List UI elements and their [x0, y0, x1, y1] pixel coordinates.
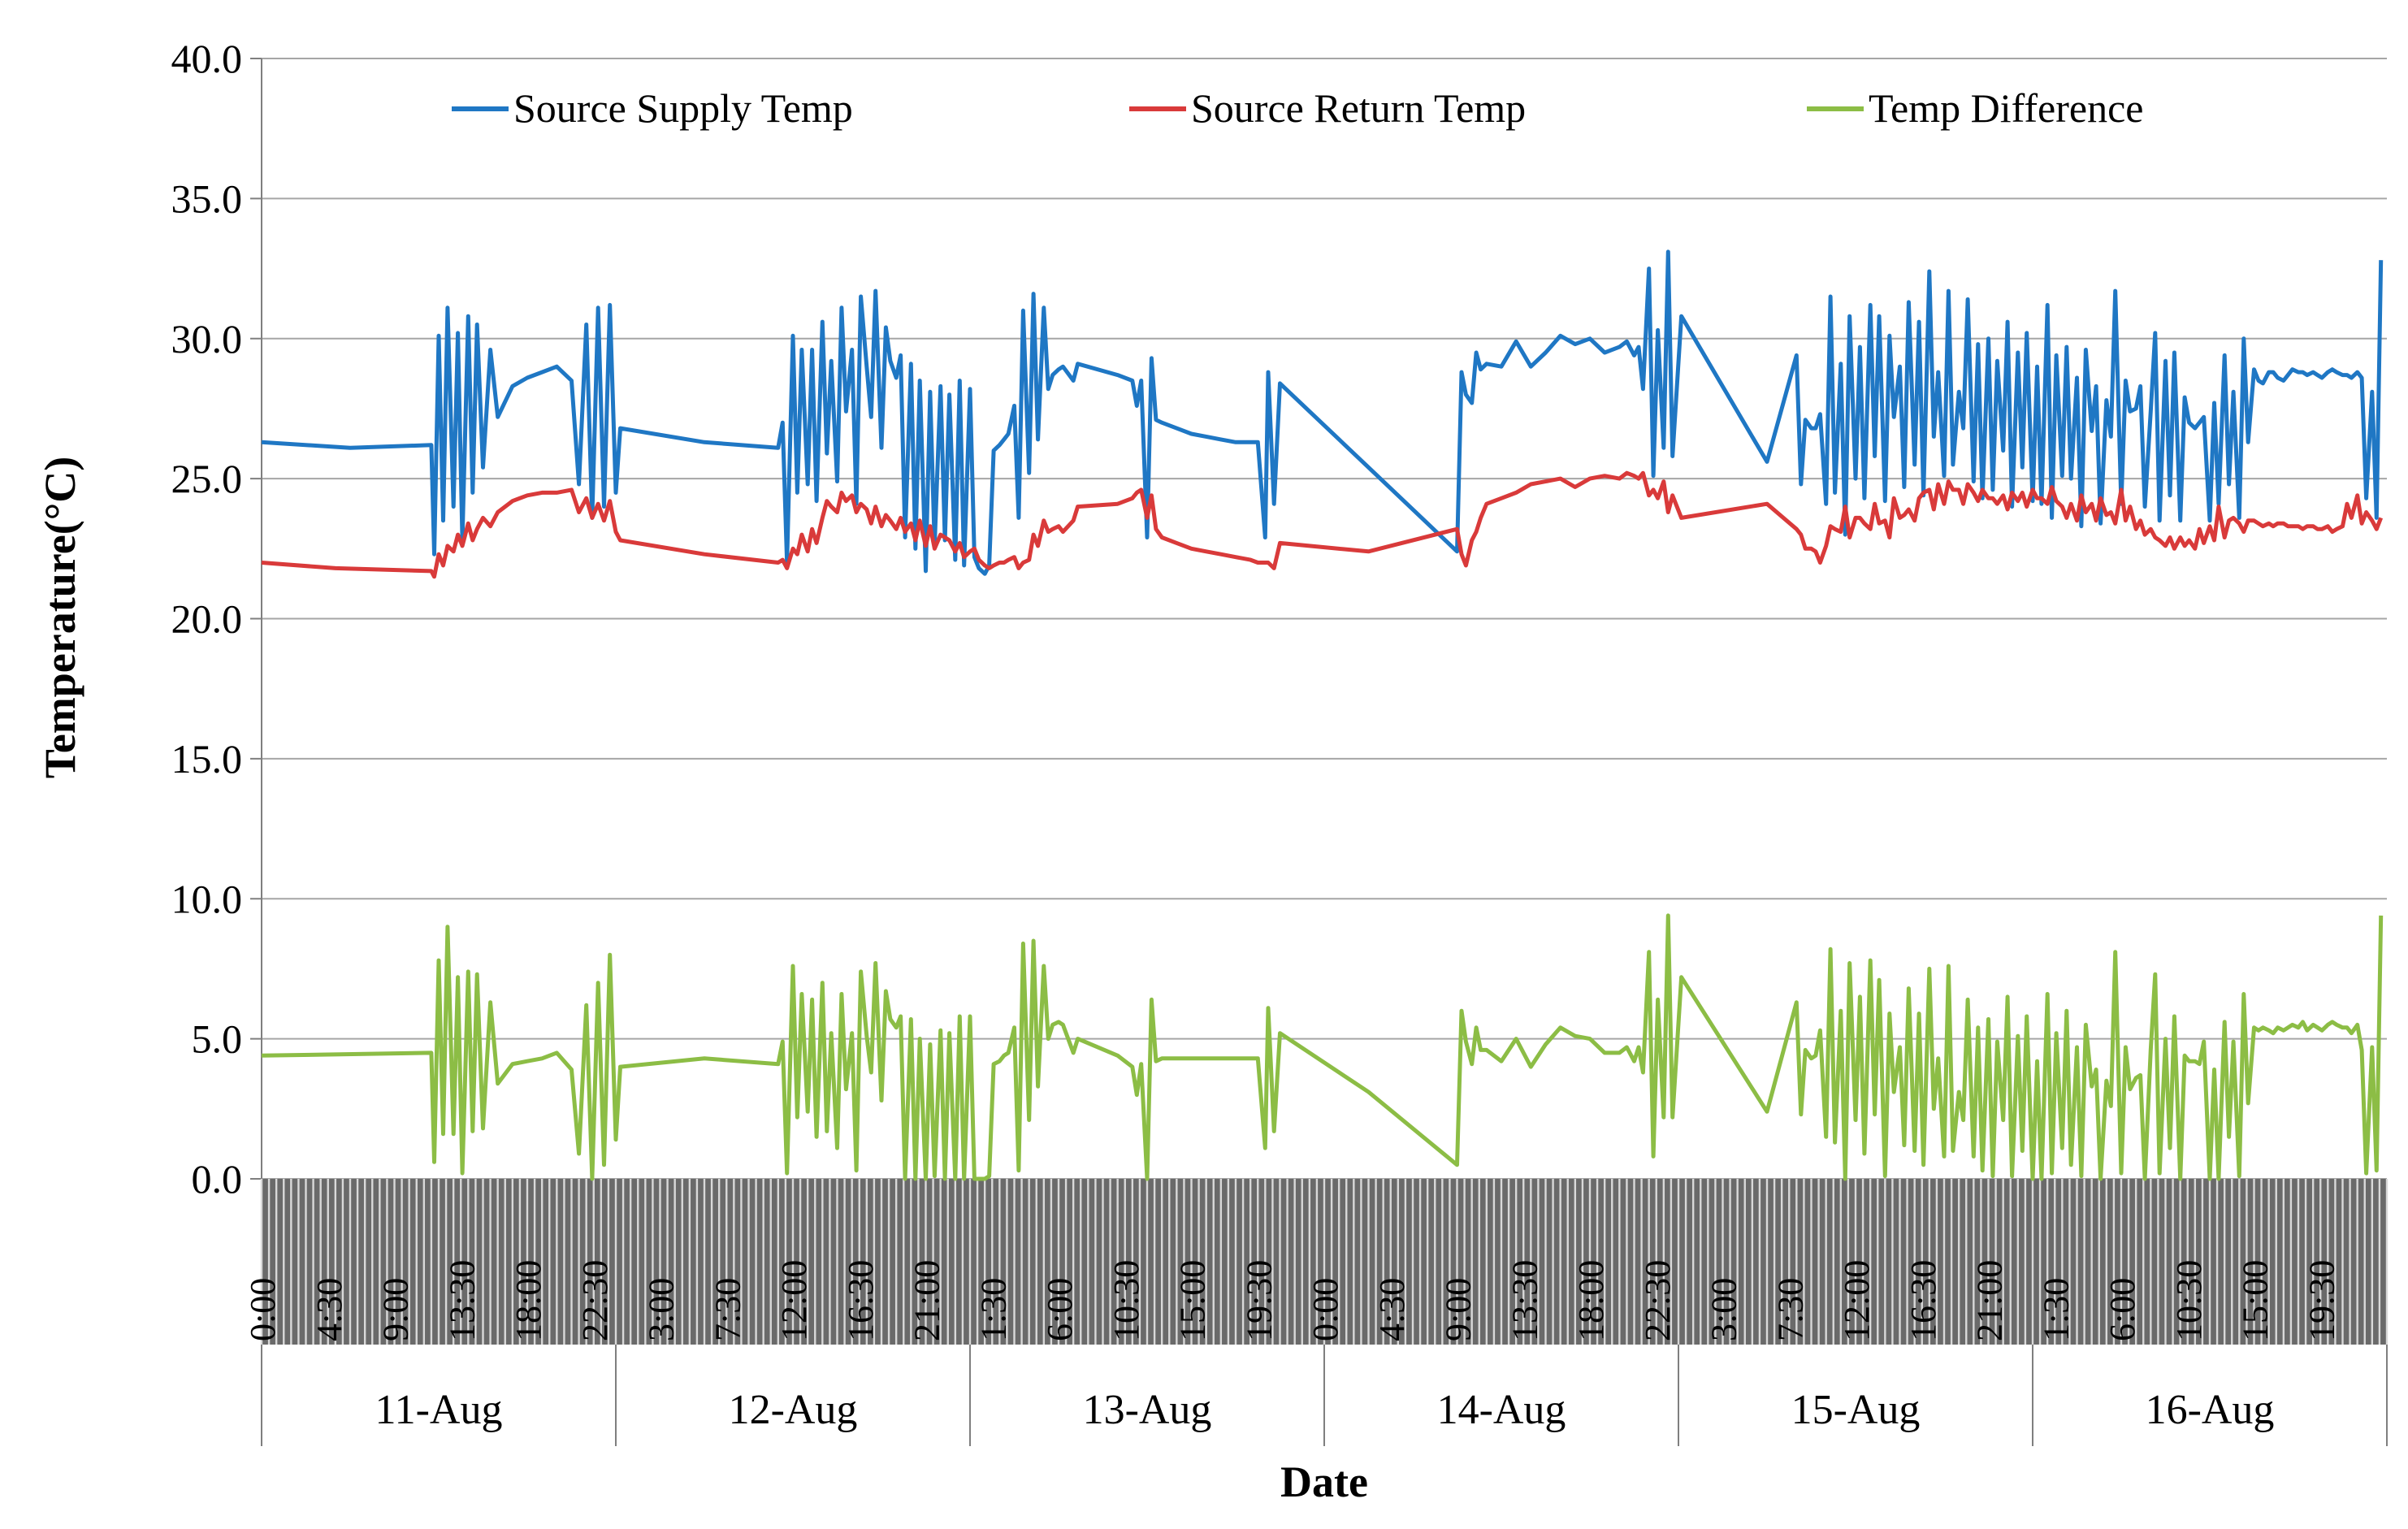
y-axis-title: Temperature(°C) — [36, 457, 84, 779]
legend: Source Supply Temp Source Return Temp Te… — [452, 85, 2143, 131]
y-tick-label: 5.0 — [192, 1016, 243, 1062]
x-tick-label: 1:30 — [973, 1278, 1013, 1341]
y-tick-label: 25.0 — [171, 456, 243, 501]
x-tick-label: 12:00 — [1837, 1260, 1877, 1341]
x-tick-label: 19:30 — [1239, 1260, 1279, 1341]
legend-label-difference: Temp Difference — [1869, 85, 2143, 131]
x-tick-label: 21:00 — [907, 1260, 947, 1341]
legend-label-return: Source Return Temp — [1191, 85, 1526, 131]
x-tick-label: 6:00 — [2103, 1278, 2142, 1341]
x-day-groups: 11-Aug 12-Aug 13-Aug 14-Aug 15-Aug 16-Aug — [261, 1345, 2388, 1446]
x-tick-label: 1:30 — [2036, 1278, 2076, 1341]
x-axis-title: Date — [1280, 1458, 1368, 1506]
x-tick-label: 7:30 — [708, 1278, 747, 1341]
series-lines — [261, 249, 2384, 1181]
series-line-return — [261, 470, 2384, 579]
x-tick-label: 12:00 — [774, 1260, 814, 1341]
y-tick-label: 30.0 — [171, 316, 243, 362]
series-line-supply — [261, 249, 2384, 576]
x-tick-label: 9:00 — [1439, 1278, 1479, 1341]
day-label: 16-Aug — [2146, 1387, 2275, 1433]
day-label: 13-Aug — [1083, 1387, 1212, 1433]
y-tick-label: 20.0 — [171, 596, 243, 642]
x-tick-stripes — [260, 1179, 2389, 1345]
x-tick-label: 3:00 — [642, 1278, 682, 1341]
x-tick-label: 16:30 — [841, 1260, 881, 1341]
day-label: 14-Aug — [1437, 1387, 1566, 1433]
series-line-difference — [261, 913, 2384, 1181]
x-tick-label: 18:00 — [509, 1260, 548, 1341]
x-tick-label: 7:30 — [1770, 1278, 1810, 1341]
x-tick-label: 16:30 — [1903, 1260, 1943, 1341]
x-tick-label: 22:30 — [575, 1260, 615, 1341]
y-tick-label: 35.0 — [171, 175, 243, 221]
x-tick-label: 3:00 — [1704, 1278, 1744, 1341]
x-tick-label: 18:00 — [1571, 1260, 1611, 1341]
x-tick-label: 21:00 — [1970, 1260, 2010, 1341]
y-tick-label: 0.0 — [192, 1156, 243, 1202]
y-tick-label: 10.0 — [171, 876, 243, 921]
x-tick-label: 19:30 — [2302, 1260, 2341, 1341]
legend-label-supply: Source Supply Temp — [513, 85, 853, 131]
x-tick-label: 13:30 — [1505, 1260, 1544, 1341]
x-tick-label: 10:30 — [2169, 1260, 2209, 1341]
x-tick-label: 4:30 — [310, 1278, 349, 1341]
y-tick-label: 40.0 — [171, 36, 243, 81]
x-tick-label: 10:30 — [1107, 1260, 1146, 1341]
y-tick-label: 15.0 — [171, 736, 243, 782]
x-tick-label: 15:00 — [2236, 1260, 2276, 1341]
day-label: 12-Aug — [729, 1387, 858, 1433]
x-tick-label: 0:00 — [243, 1278, 283, 1341]
x-time-tick-labels: 0:00 4:30 9:00 13:30 18:00 22:30 3:00 7:30 12:00… — [243, 1260, 2341, 1341]
x-tick-label: 6:00 — [1040, 1278, 1080, 1341]
x-tick-label: 13:30 — [442, 1260, 482, 1341]
day-label: 15-Aug — [1791, 1387, 1921, 1433]
x-tick-label: 15:00 — [1173, 1260, 1213, 1341]
y-axis: 0.0 5.0 10.0 15.0 20.0 25.0 30.0 35.0 40.0 — [171, 36, 262, 1202]
x-tick-label: 4:30 — [1372, 1278, 1412, 1341]
x-tick-label: 9:00 — [376, 1278, 416, 1341]
day-label: 11-Aug — [375, 1387, 503, 1433]
x-tick-label: 0:00 — [1306, 1278, 1345, 1341]
x-tick-label: 22:30 — [1638, 1260, 1678, 1341]
